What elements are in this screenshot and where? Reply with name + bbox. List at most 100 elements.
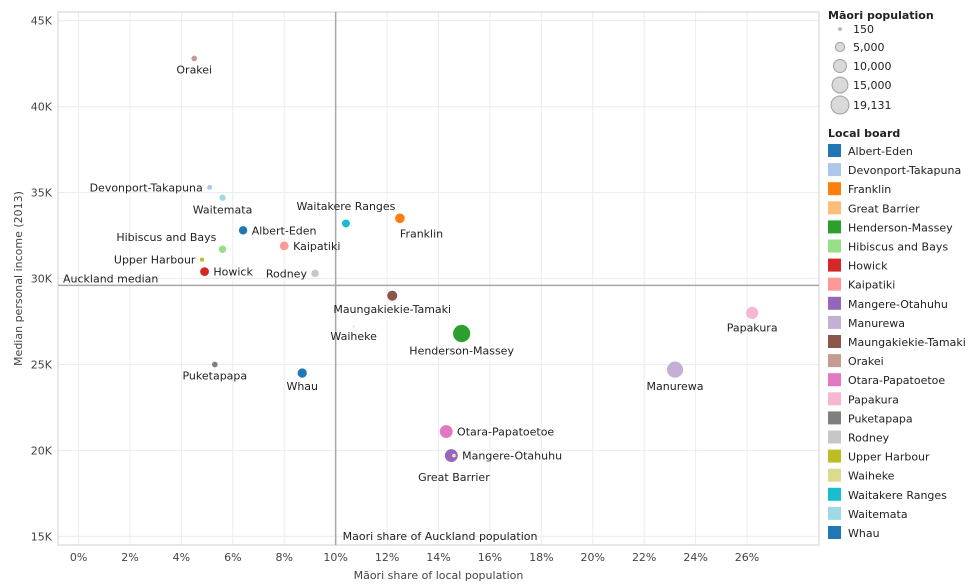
- color-legend-swatch: [828, 163, 841, 177]
- point-label: Great Barrier: [418, 471, 490, 484]
- data-point: [386, 289, 399, 302]
- color-legend-label: Hibiscus and Bays: [848, 241, 948, 254]
- point-label: Kaipatiki: [293, 240, 340, 253]
- point-label: Waiheke: [330, 330, 377, 343]
- color-legend-label: Papakura: [848, 393, 899, 406]
- size-legend-label: 10,000: [853, 60, 892, 73]
- color-legend-swatch: [828, 468, 841, 482]
- color-legend-label: Howick: [848, 260, 888, 273]
- color-legend-label: Waitakere Ranges: [848, 489, 947, 502]
- color-legend-label: Waiheke: [848, 470, 895, 483]
- color-legend-label: Devonport-Takapuna: [848, 164, 961, 177]
- y-tick-label: 40K: [31, 101, 53, 114]
- point-label: Mangere-Otahuhu: [462, 450, 562, 463]
- y-tick-label: 30K: [31, 273, 53, 286]
- color-legend-label: Upper Harbour: [848, 451, 930, 464]
- point-label: Howick: [213, 266, 253, 279]
- reference-lines: Maori share of Auckland population Auckla…: [58, 12, 819, 545]
- size-legend-swatch: [834, 41, 846, 53]
- size-legend-label: 5,000: [853, 41, 885, 54]
- point-label: Franklin: [400, 228, 443, 241]
- color-legend-label: Maungakiekie-Tamaki: [848, 336, 966, 349]
- x-tick-label: 8%: [276, 551, 293, 564]
- color-legend-swatch: [828, 373, 841, 387]
- color-legend-label: Albert-Eden: [848, 145, 913, 158]
- color-legend-label: Puketapapa: [848, 412, 913, 425]
- point-label: Albert-Eden: [252, 224, 317, 237]
- y-tick-label: 20K: [31, 444, 53, 457]
- x-axis-title: Māori share of local population: [354, 569, 524, 582]
- color-legend-swatch: [828, 277, 841, 291]
- x-tick-label: 12%: [375, 551, 399, 564]
- data-point: [444, 448, 459, 463]
- data-point: [218, 244, 228, 254]
- grid: [58, 12, 819, 545]
- data-point: [351, 324, 356, 329]
- color-legend-label: Franklin: [848, 183, 891, 196]
- data-point: [341, 218, 351, 229]
- size-legend-label: 15,000: [853, 79, 892, 92]
- color-legend-label: Great Barrier: [848, 202, 920, 215]
- data-point: [199, 256, 205, 263]
- y-tick-label: 25K: [31, 358, 53, 371]
- x-tick-label: 22%: [632, 551, 656, 564]
- x-tick-label: 16%: [478, 551, 502, 564]
- x-tick-label: 24%: [683, 551, 707, 564]
- color-legend-swatch: [828, 526, 841, 539]
- plot-area: [57, 11, 820, 546]
- y-tick-label: 15K: [31, 530, 53, 543]
- point-label: Maungakiekie-Tamaki: [333, 303, 451, 316]
- color-legend-swatch: [828, 239, 841, 253]
- x-tick-label: 26%: [735, 551, 759, 564]
- color-legend-label: Manurewa: [848, 317, 905, 330]
- color-legend-swatch: [828, 296, 841, 310]
- color-legend-swatch: [828, 392, 841, 406]
- data-point: [310, 268, 320, 278]
- size-legend-title: Māori population: [828, 9, 934, 22]
- color-legend-swatch: [828, 335, 841, 348]
- data-point: [238, 225, 249, 236]
- data-point: [190, 54, 198, 63]
- data-point: [296, 367, 308, 379]
- point-label: Puketapapa: [182, 370, 247, 383]
- point-label: Devonport-Takapuna: [90, 181, 203, 194]
- color-legend-swatch: [828, 144, 841, 157]
- point-label: Upper Harbour: [114, 254, 196, 267]
- data-point: [199, 266, 210, 277]
- point-label: Henderson-Massey: [409, 345, 514, 358]
- color-legend-swatch: [828, 430, 841, 444]
- data-point: [206, 184, 213, 191]
- color-legend-swatch: [828, 201, 841, 215]
- size-legend-swatch: [830, 95, 850, 115]
- data-point: [218, 193, 227, 202]
- data-point: [745, 305, 760, 320]
- color-legend-swatch: [828, 315, 841, 329]
- horizontal-reference-label: Auckland median: [63, 272, 158, 285]
- data-point: [438, 424, 454, 439]
- color-legend-label: Waitemata: [848, 508, 908, 521]
- size-legend-swatch: [832, 58, 848, 74]
- vertical-reference-label: Maori share of Auckland population: [343, 530, 538, 543]
- point-label: Manurewa: [647, 380, 704, 393]
- x-tick-label: 0%: [70, 551, 87, 564]
- size-legend-label: 19,131: [853, 99, 892, 112]
- axis-ticks: 0% 2% 4% 6% 8% 10% 12% 14% 16% 18% 20% 22% 24% 26% 15K…: [31, 15, 759, 564]
- point-label: Waitemata: [193, 203, 253, 216]
- x-tick-label: 6%: [224, 551, 241, 564]
- y-axis-title: Median personal income (2013): [12, 191, 25, 366]
- data-point: [452, 453, 456, 458]
- point-label: Hibiscus and Bays: [116, 231, 216, 244]
- point-label: Orakei: [176, 64, 212, 77]
- color-legend-swatch: [828, 411, 841, 425]
- color-legend-label: Rodney: [848, 432, 890, 445]
- size-legend-swatch: [838, 27, 842, 31]
- color-legend-label: Henderson-Massey: [848, 221, 953, 234]
- color-legend-swatch: [828, 220, 841, 234]
- y-tick-label: 35K: [31, 187, 53, 200]
- point-label: Rodney: [266, 267, 308, 280]
- color-legend-label: Whau: [848, 527, 880, 540]
- point-label: Waitakere Ranges: [296, 200, 395, 213]
- color-legend-swatch: [828, 506, 841, 520]
- color-legend-title: Local board: [828, 127, 900, 140]
